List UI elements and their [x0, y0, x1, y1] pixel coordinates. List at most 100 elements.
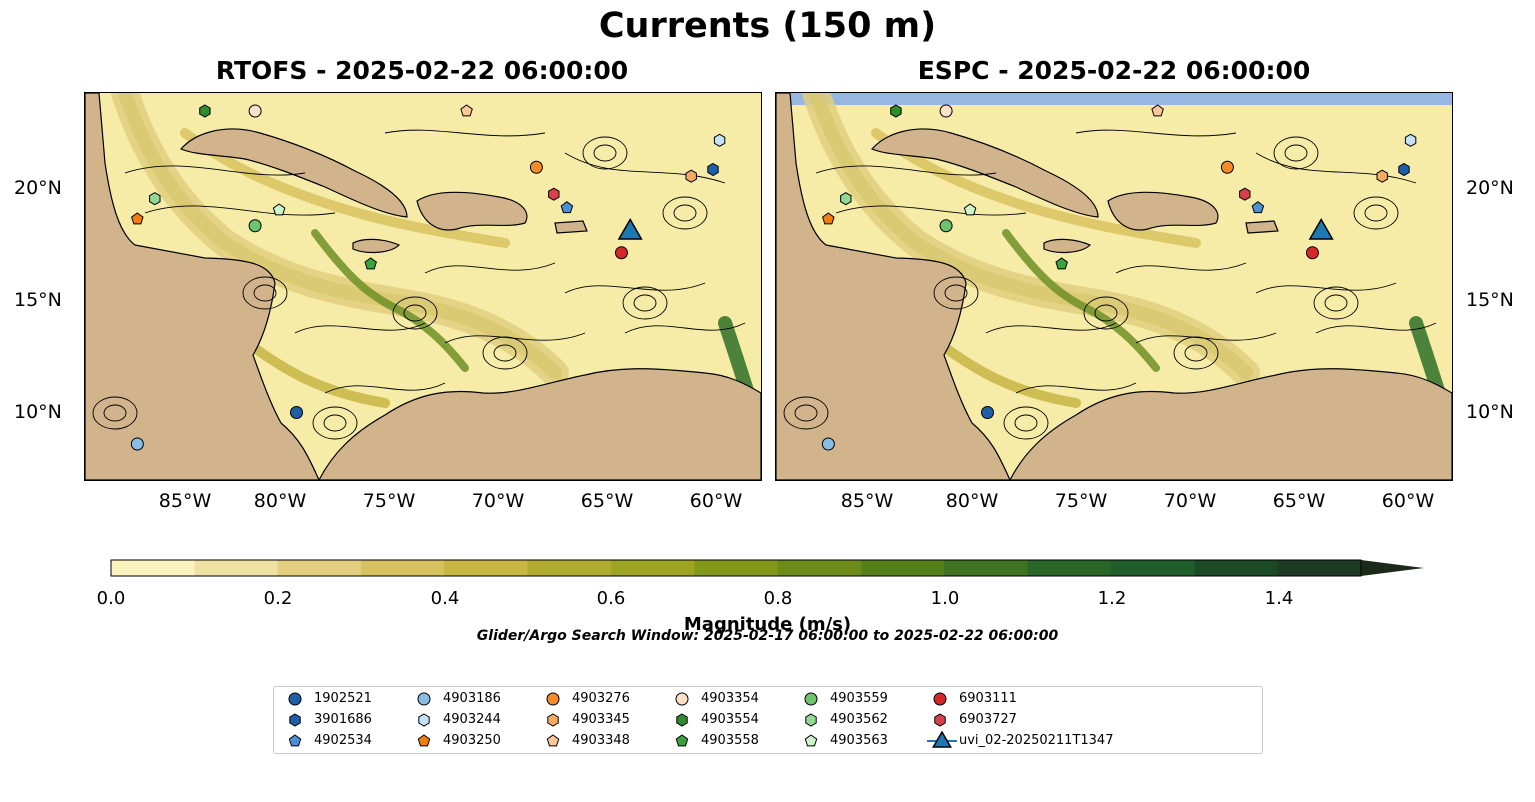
x-tick-65w-right: 65°W [1272, 490, 1326, 512]
colorbar-tick-2: 0.4 [430, 588, 460, 609]
colorbar-tick-3: 0.6 [596, 588, 626, 609]
x-tick-70w-right: 70°W [1163, 490, 1217, 512]
x-tick-85w-right: 85°W [840, 490, 894, 512]
legend-symbol [546, 692, 560, 706]
eddy-streamline [403, 304, 427, 322]
marker-4903559 [939, 219, 953, 233]
current-band [871, 128, 1201, 248]
marker-4903562 [149, 192, 161, 206]
legend: 1902521 3901686 4902534 4903186 4903244 49032… [273, 686, 1263, 754]
marker-4903562 [840, 192, 852, 206]
eddy-streamline [662, 196, 708, 230]
marker-4903348 [1151, 104, 1164, 117]
colorbar-tick-4: 0.8 [763, 588, 793, 609]
legend-symbol [804, 734, 818, 747]
colorbar [110, 559, 1424, 577]
legend-marker [418, 713, 430, 727]
map-canvas [85, 93, 761, 480]
current-band [311, 229, 469, 372]
land-hispaniola [1107, 191, 1219, 231]
eddy-streamline [1003, 406, 1049, 440]
eddy-streamline [92, 396, 138, 430]
streamline [624, 322, 746, 334]
colorbar-tick-7: 1.4 [1264, 588, 1294, 609]
marker-4903558 [364, 257, 377, 270]
marker-4903345 [685, 169, 697, 183]
streamline [124, 165, 306, 176]
legend-symbol [417, 692, 431, 706]
eddy-streamline [1184, 344, 1208, 362]
legend-label: 4903250 [443, 733, 501, 748]
eddy-streamline [633, 294, 657, 312]
y-tick-15n-left: 15°N [14, 289, 62, 311]
legend-label: 6903111 [959, 691, 1017, 706]
colorbar-tick-1: 0.2 [263, 588, 293, 609]
colorbar-segment [777, 560, 862, 576]
colorbar-tick-6: 1.2 [1097, 588, 1127, 609]
x-tick-60w-right: 60°W [1381, 490, 1435, 512]
colorbar-segment [694, 560, 779, 576]
x-tick-85w-left: 85°W [158, 490, 212, 512]
marker-3901686 [1398, 162, 1410, 177]
eddy-streamline [1353, 196, 1399, 230]
land-central-america [85, 93, 320, 480]
eddy-streamline [1284, 144, 1308, 162]
marker-1902521 [981, 406, 995, 419]
current-band [1002, 229, 1160, 372]
marker-4902534 [560, 201, 574, 214]
legend-marker [417, 692, 431, 706]
current-band [180, 128, 510, 248]
eddy-streamline [933, 276, 979, 310]
colorbar-outline [110, 559, 1362, 577]
marker-4903186 [821, 437, 835, 451]
colorbar-segment [277, 560, 362, 576]
legend-label: 4903554 [701, 712, 759, 727]
colorbar-segment [194, 560, 279, 576]
eddy-streamline [673, 204, 697, 222]
marker-4903244 [713, 133, 726, 147]
legend-symbol [933, 692, 947, 706]
eddy-streamline [392, 296, 438, 330]
eddy-streamline [1273, 136, 1319, 170]
legend-symbol [289, 713, 301, 727]
land-central-america [776, 93, 1011, 480]
streamline [144, 205, 336, 216]
eddy-streamline [1173, 336, 1219, 370]
legend-symbol [546, 734, 560, 747]
legend-symbol [805, 713, 817, 727]
legend-label: 4903354 [701, 691, 759, 706]
streamline [1115, 262, 1247, 274]
streamline [1015, 382, 1137, 394]
x-tick-75w-left: 75°W [362, 490, 416, 512]
eddy-streamline [312, 406, 358, 440]
colorbar-segment [527, 560, 612, 576]
map-canvas [776, 93, 1452, 480]
colorbar-extension [1361, 560, 1424, 576]
legend-label: 4903563 [830, 733, 888, 748]
streamline [384, 129, 546, 137]
land-puerto-rico [554, 220, 588, 234]
search-window-text: Glider/Argo Search Window: 2025-02-17 06… [476, 628, 1059, 644]
streamline [294, 322, 426, 334]
colorbar-segment [611, 560, 695, 576]
marker-4903354 [248, 104, 262, 118]
colorbar-tick-0: 0.0 [96, 588, 126, 609]
eddy-streamline [794, 404, 818, 422]
legend-marker [546, 692, 560, 706]
land-cuba [180, 128, 408, 218]
eddy-streamline [944, 284, 968, 302]
eddy-streamline [1014, 414, 1038, 432]
x-tick-65w-left: 65°W [580, 490, 634, 512]
eddy-streamline [323, 414, 347, 432]
x-tick-75w-right: 75°W [1054, 490, 1108, 512]
eddy-streamline [1313, 286, 1359, 320]
legend-symbol [288, 734, 302, 747]
legend-label: 1902521 [314, 691, 372, 706]
marker-3901686 [707, 162, 719, 177]
legend-label: 4903559 [830, 691, 888, 706]
legend-marker [927, 731, 957, 748]
map-panel-rtofs [84, 92, 762, 481]
streamline [1255, 282, 1397, 294]
legend-marker [546, 734, 560, 747]
streamline [1075, 129, 1237, 137]
